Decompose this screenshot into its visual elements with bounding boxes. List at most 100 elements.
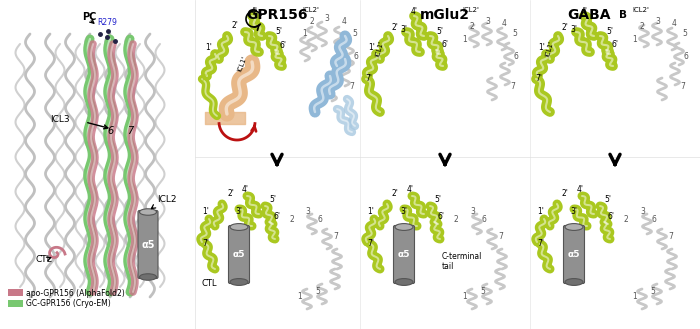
Text: 3: 3	[470, 207, 475, 216]
Text: 1': 1'	[367, 207, 374, 216]
Ellipse shape	[395, 224, 413, 230]
Text: 6: 6	[482, 215, 487, 224]
Text: 5': 5'	[436, 27, 443, 36]
Text: 5: 5	[480, 287, 485, 296]
Ellipse shape	[565, 224, 583, 230]
Text: 1': 1'	[538, 43, 545, 52]
Text: ICL1': ICL1'	[375, 40, 385, 58]
Text: 3: 3	[485, 17, 490, 26]
Text: 2: 2	[309, 17, 314, 26]
Text: 5: 5	[512, 29, 517, 38]
Text: 5: 5	[315, 287, 320, 296]
Text: 7': 7'	[537, 239, 544, 248]
Text: 4': 4'	[241, 185, 248, 194]
Text: 5': 5'	[604, 195, 611, 204]
Text: 7: 7	[510, 82, 515, 91]
Text: α5: α5	[141, 240, 155, 249]
Text: 5: 5	[682, 29, 687, 38]
Text: 7: 7	[127, 126, 133, 136]
Text: 1': 1'	[368, 43, 375, 52]
Text: 7': 7'	[535, 74, 542, 83]
Text: α5: α5	[232, 250, 245, 259]
Text: 6: 6	[317, 215, 322, 224]
Text: 4': 4'	[410, 7, 417, 16]
Text: PC: PC	[82, 12, 97, 22]
FancyBboxPatch shape	[564, 225, 584, 284]
Ellipse shape	[230, 224, 248, 230]
FancyBboxPatch shape	[138, 211, 158, 279]
Text: 3: 3	[640, 207, 645, 216]
Text: 2': 2'	[392, 189, 399, 198]
Bar	[8, 300, 23, 307]
Text: 4': 4'	[580, 7, 587, 16]
Text: apo-GPR156 (AlphaFold2): apo-GPR156 (AlphaFold2)	[26, 289, 125, 297]
Text: 4': 4'	[577, 185, 584, 194]
FancyBboxPatch shape	[228, 225, 249, 284]
Text: ICL1': ICL1'	[237, 55, 248, 73]
Text: 6': 6'	[441, 40, 448, 49]
Text: 1': 1'	[202, 207, 209, 216]
Text: 4': 4'	[407, 185, 414, 194]
Text: 2: 2	[454, 215, 458, 224]
Text: 1: 1	[462, 292, 467, 301]
Text: 1: 1	[462, 35, 467, 44]
Ellipse shape	[139, 274, 157, 280]
Text: 2': 2'	[562, 23, 569, 32]
Text: 3': 3'	[400, 25, 407, 34]
Text: 3': 3'	[570, 25, 577, 34]
Text: 5: 5	[650, 287, 655, 296]
Text: 7: 7	[349, 82, 354, 91]
Text: 7: 7	[680, 82, 685, 91]
Text: 6': 6'	[273, 212, 280, 221]
Text: 4: 4	[342, 17, 347, 26]
Ellipse shape	[230, 279, 248, 286]
Text: ICL2': ICL2'	[302, 7, 319, 13]
Text: GC-GPR156 (Cryo-EM): GC-GPR156 (Cryo-EM)	[26, 299, 111, 309]
Text: 6: 6	[684, 52, 689, 61]
Text: 5': 5'	[275, 27, 282, 36]
Text: 3': 3'	[570, 207, 577, 216]
Text: 2': 2'	[562, 189, 569, 198]
Text: ICL1': ICL1'	[545, 40, 555, 58]
Text: ICL2: ICL2	[157, 195, 176, 204]
Text: 7': 7'	[200, 74, 207, 83]
Ellipse shape	[395, 279, 413, 286]
Text: 2': 2'	[232, 21, 239, 30]
Ellipse shape	[565, 279, 583, 286]
Text: 2: 2	[624, 215, 629, 224]
Text: B: B	[619, 10, 627, 20]
Text: 1: 1	[632, 35, 637, 44]
Text: α5: α5	[398, 250, 410, 259]
Text: 2: 2	[289, 215, 294, 224]
Text: R279: R279	[97, 18, 117, 27]
Text: GPR156: GPR156	[246, 8, 308, 22]
Text: CTL: CTL	[36, 255, 52, 264]
Text: 1: 1	[632, 292, 637, 301]
Text: 3': 3'	[400, 207, 407, 216]
Text: 5: 5	[352, 29, 357, 38]
Text: 7: 7	[333, 232, 338, 241]
Text: 3': 3'	[235, 207, 242, 216]
Text: CTL: CTL	[202, 279, 218, 288]
Text: 6': 6'	[608, 212, 615, 221]
Text: 2': 2'	[392, 23, 399, 32]
Bar	[8, 289, 23, 296]
Text: 5': 5'	[269, 195, 276, 204]
Text: 2': 2'	[227, 189, 234, 198]
Text: 6: 6	[107, 126, 113, 136]
Text: ICL2': ICL2'	[632, 7, 649, 13]
Text: 2: 2	[470, 22, 475, 31]
Text: 6': 6'	[611, 40, 618, 49]
Text: 7': 7'	[367, 239, 374, 248]
Text: GABA: GABA	[568, 8, 611, 22]
Text: ICL2': ICL2'	[462, 7, 479, 13]
Text: C-terminal
tail: C-terminal tail	[442, 252, 482, 271]
Text: 2: 2	[640, 22, 645, 31]
Text: 1: 1	[302, 29, 307, 38]
Text: 7': 7'	[202, 239, 209, 248]
Ellipse shape	[139, 209, 157, 215]
Text: ICL3: ICL3	[50, 115, 69, 124]
Text: 3: 3	[655, 17, 660, 26]
FancyBboxPatch shape	[393, 225, 414, 284]
Text: 7: 7	[668, 232, 673, 241]
